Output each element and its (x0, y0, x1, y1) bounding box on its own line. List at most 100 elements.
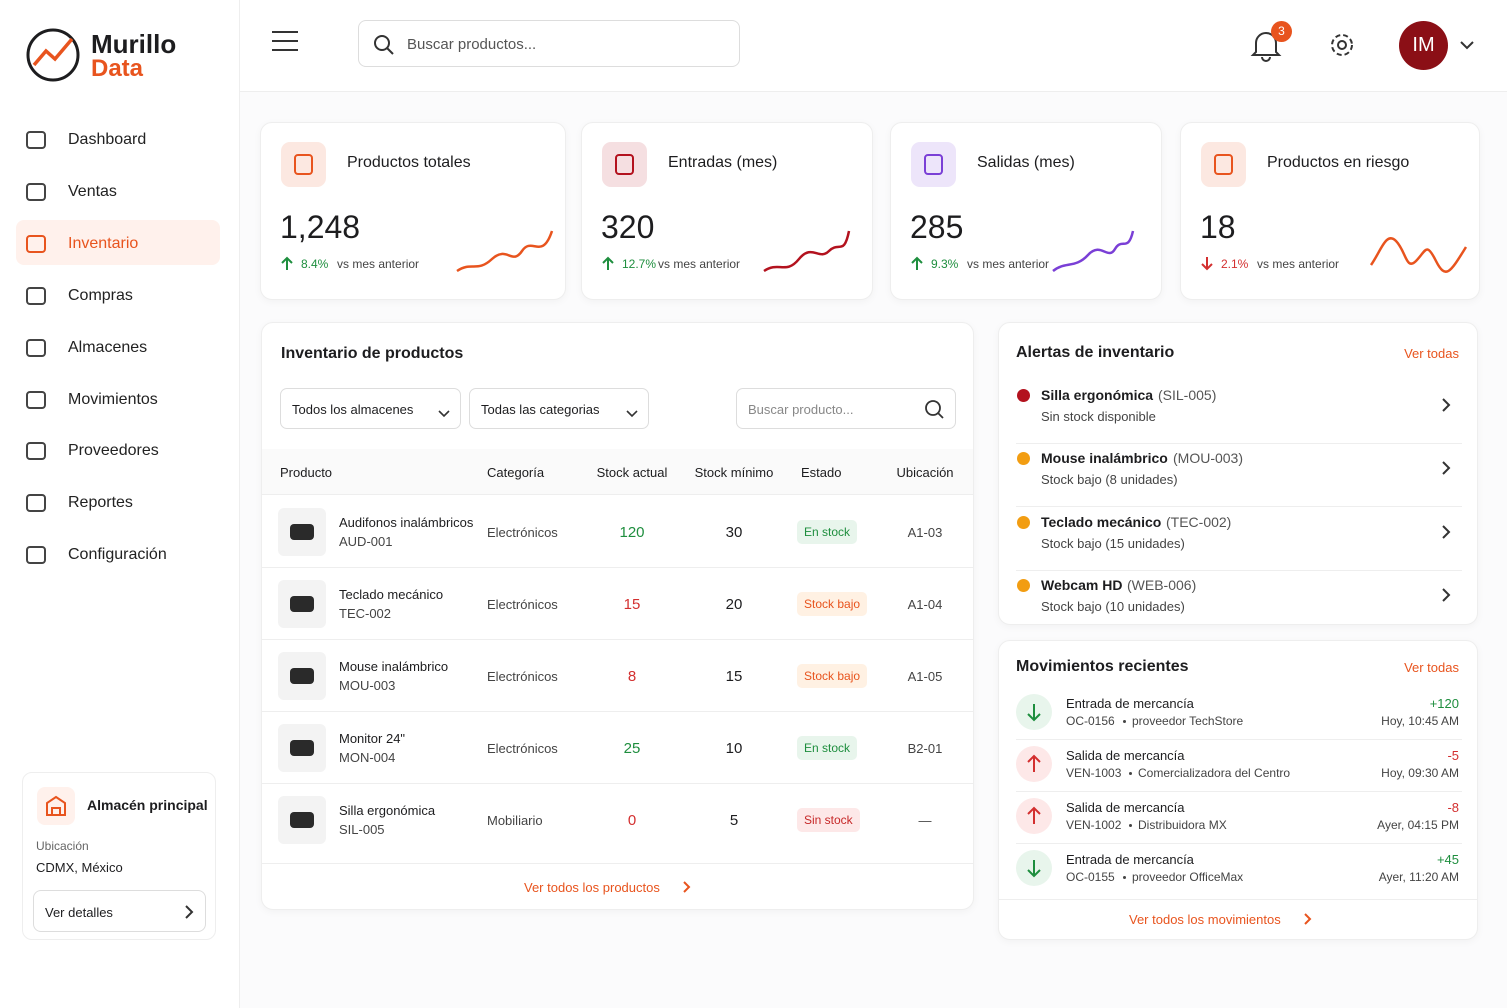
search-icon (925, 400, 945, 425)
kpi-icon (911, 142, 956, 192)
alert-dot (1017, 452, 1030, 466)
column-header: Stock mínimo (694, 465, 774, 480)
avatar[interactable]: IM (1399, 21, 1448, 70)
inventory-search[interactable]: Buscar producto... (736, 388, 956, 429)
nav-icon (25, 544, 47, 571)
filter-label: Todos los almacenes (292, 402, 414, 417)
product-name: Audifonos inalámbricos (339, 515, 474, 530)
stock-minimo: 15 (725, 668, 743, 685)
nav-item[interactable]: Almacenes (68, 338, 148, 356)
product-category: Electrónicos (487, 741, 558, 756)
filter-label: Todas las categorias (481, 402, 600, 417)
view-all-movements[interactable]: Ver todos los movimientos (1129, 912, 1281, 927)
status-badge: Stock bajo (797, 592, 868, 616)
alert-name: Webcam HD (1041, 576, 1123, 593)
chevron[interactable] (1441, 461, 1451, 480)
settings-button[interactable] (1329, 32, 1355, 58)
kpi-compare: vs mes anterior (337, 257, 420, 271)
product-category: Electrónicos (487, 525, 558, 540)
kpi-title: Entradas (mes) (668, 154, 778, 171)
filter-dropdown[interactable]: Todos los almacenes (280, 388, 461, 429)
logo-icon (26, 28, 80, 82)
kpi-title: Salidas (mes) (977, 154, 1075, 171)
nav-item[interactable]: Configuración (68, 546, 167, 564)
user-menu-chevron[interactable] (1460, 40, 1474, 50)
product-sku: AUD-001 (339, 534, 393, 549)
kpi-trend-arrow (602, 256, 614, 276)
stock-minimo: 5 (729, 812, 739, 829)
nav-item[interactable]: Reportes (68, 494, 133, 512)
movements-footer-divider (999, 899, 1477, 900)
product-location: — (918, 813, 932, 828)
product-location: B2-01 (907, 741, 943, 756)
kpi-change: 12.7% (622, 257, 657, 271)
table-header-bg (262, 449, 973, 495)
alert-detail: Stock bajo (15 unidades) (1041, 535, 1185, 551)
product-category: Electrónicos (487, 669, 558, 684)
nav-item[interactable]: Ventas (68, 182, 117, 200)
product-sku: MON-004 (339, 750, 396, 765)
chevron[interactable] (1441, 588, 1451, 607)
movement-title: Entrada de mercancía (1066, 852, 1194, 867)
notifications-button[interactable] (1250, 30, 1282, 62)
nav-item[interactable]: Dashboard (68, 131, 147, 148)
warehouse-location: CDMX, México (36, 860, 123, 875)
nav-icon (25, 129, 47, 156)
alert-code: (TEC-002) (1166, 513, 1232, 530)
nav-icon (25, 440, 47, 467)
product-location: A1-03 (907, 525, 943, 540)
kpi-compare: vs mes anterior (1257, 257, 1340, 271)
kpi-sparkline (763, 230, 859, 281)
movement-time: Hoy, 09:30 AM (1381, 766, 1459, 780)
nav-item[interactable]: Movimientos (68, 390, 158, 408)
search-box[interactable]: Buscar productos... (358, 20, 740, 67)
movement-icon (1016, 798, 1052, 839)
column-header: Estado (801, 465, 842, 480)
row-divider (262, 711, 973, 712)
warehouse-button[interactable]: Ver detalles (33, 890, 206, 932)
alert-dot (1017, 389, 1030, 402)
movement-title: Salida de mercancía (1066, 800, 1185, 815)
kpi-trend-arrow (1201, 256, 1213, 276)
nav-item[interactable]: Proveedores (68, 442, 159, 460)
product-image (278, 796, 326, 849)
alert-name: Silla ergonómica (1041, 387, 1154, 403)
nav-icon (25, 337, 47, 364)
movement-ref: OC-0155 (1066, 870, 1115, 884)
movements-link[interactable]: Ver todas (1404, 660, 1459, 675)
nav-icon (25, 389, 47, 416)
separator-dot (1123, 876, 1126, 879)
search-placeholder: Buscar productos... (407, 36, 537, 53)
chevron (1303, 913, 1313, 931)
movement-title: Salida de mercancía (1066, 748, 1185, 763)
alert-code: (MOU-003) (1173, 450, 1244, 467)
inventory-card: Inventario de productos Todos los almacen… (261, 322, 974, 910)
product-name: Mouse inalámbrico (339, 659, 449, 674)
filter-dropdown[interactable]: Todas las categorias (469, 388, 649, 429)
product-location: A1-05 (907, 669, 943, 684)
separator-dot (1129, 772, 1132, 775)
alerts-link[interactable]: Ver todas (1404, 346, 1459, 361)
chevron-down (626, 405, 638, 423)
column-header: Stock actual (596, 465, 668, 480)
stock-actual: 120 (619, 524, 645, 541)
nav-item[interactable]: Inventario (68, 234, 139, 252)
view-all-products[interactable]: Ver todos los productos (524, 880, 660, 895)
alerts-title: Alertas de inventario (1016, 344, 1175, 361)
product-image (278, 580, 326, 633)
movement-time: Ayer, 04:15 PM (1377, 818, 1459, 832)
movement-ref: VEN-1002 (1066, 818, 1122, 832)
product-category: Electrónicos (487, 597, 558, 612)
alert-name: Mouse inalámbrico (1041, 450, 1168, 467)
status-badge: En stock (797, 736, 858, 760)
movement-party: Comercializadora del Centro (1138, 766, 1291, 780)
menu-button[interactable] (272, 30, 298, 52)
product-sku: SIL-005 (339, 822, 385, 837)
movement-icon (1016, 694, 1052, 735)
chevron[interactable] (1441, 398, 1451, 417)
inventory-title: Inventario de productos (281, 345, 464, 362)
product-name: Monitor 24" (339, 731, 406, 746)
nav-item[interactable]: Compras (68, 286, 133, 304)
chevron-down (438, 405, 450, 423)
chevron[interactable] (1441, 524, 1451, 544)
